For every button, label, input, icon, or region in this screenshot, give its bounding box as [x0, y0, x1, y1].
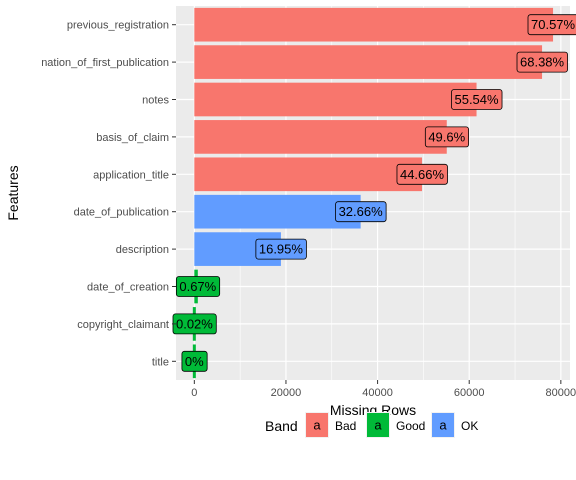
- data-label: 0.67%: [175, 276, 221, 297]
- x-axis: 0 20000 40000 60000 80000: [191, 380, 576, 399]
- bar: [194, 194, 361, 229]
- data-label-box: [451, 89, 503, 110]
- data-label-value: 0.67%: [179, 279, 216, 294]
- data-label-value: 70.57%: [531, 17, 576, 32]
- x-axis-title: Missing Rows: [330, 402, 416, 418]
- data-label-value: 16.95%: [259, 242, 304, 257]
- bar: [194, 82, 477, 117]
- data-label: 49.6%: [424, 126, 470, 148]
- data-label-box: [335, 201, 387, 223]
- data-label: 68.38%: [516, 51, 568, 73]
- legend-item: a Bad: [305, 412, 356, 438]
- legend-label: Bad: [335, 419, 356, 433]
- y-tick-label: description: [116, 244, 169, 256]
- x-tick-label: 80000: [546, 387, 576, 399]
- bar: [194, 120, 447, 154]
- data-label-box: [516, 51, 568, 73]
- data-label-box: [424, 126, 470, 148]
- y-tick-label: nation_of_first_publication: [41, 57, 169, 69]
- data-labels: 0% 0.02% 0.67% 16.95% 32.66% 44.66% 49.6% 55.54…: [172, 14, 576, 372]
- y-tick-label: notes: [142, 95, 169, 107]
- data-label: 32.66%: [335, 201, 387, 223]
- legend-item: a OK: [431, 412, 478, 438]
- data-label: 44.66%: [396, 163, 448, 185]
- data-label-box: [175, 276, 221, 297]
- legend-key-swatch: [306, 413, 328, 437]
- data-label-value: 68.38%: [520, 55, 565, 70]
- bar: [194, 7, 554, 42]
- data-label: 70.57%: [527, 14, 576, 36]
- legend-label: OK: [461, 419, 478, 433]
- y-tick-label: basis_of_claim: [96, 132, 169, 144]
- bar: [194, 45, 543, 79]
- legend: Band a Bad a Good a OK: [265, 412, 478, 438]
- x-tick-label: 40000: [362, 387, 393, 399]
- legend-label: Good: [396, 419, 425, 433]
- x-tick-label: 20000: [271, 387, 302, 399]
- data-label-value: 0.02%: [176, 316, 213, 331]
- data-label-value: 0%: [185, 354, 204, 369]
- y-tick-label: date_of_creation: [87, 282, 169, 294]
- data-label-value: 49.6%: [428, 129, 465, 144]
- y-tick-label: previous_registration: [67, 20, 169, 32]
- legend-key-glyph: a: [313, 418, 321, 433]
- data-label: 55.54%: [451, 89, 503, 110]
- legend-key-glyph: a: [374, 418, 382, 433]
- y-tick-label: application_title: [93, 169, 169, 181]
- bar: [194, 157, 423, 192]
- data-label-box: [255, 238, 307, 260]
- data-label-box: [181, 350, 208, 372]
- legend-item: a Good: [366, 412, 425, 438]
- legend-title: Band: [265, 418, 298, 434]
- data-label-value: 55.54%: [454, 92, 499, 107]
- y-tick-label: date_of_publication: [74, 207, 169, 219]
- data-label-box: [527, 14, 576, 36]
- data-label-value: 32.66%: [339, 204, 384, 219]
- legend-key-swatch: [367, 413, 389, 437]
- data-label-box: [396, 163, 448, 185]
- data-label: 0.02%: [172, 313, 217, 335]
- data-label-value: 44.66%: [400, 167, 445, 182]
- x-tick-label: 60000: [454, 387, 485, 399]
- legend-key-swatch: [432, 413, 454, 437]
- y-tick-label: title: [152, 356, 169, 368]
- legend-key-glyph: a: [439, 418, 447, 433]
- x-tick-label: 0: [191, 387, 197, 399]
- data-label: 16.95%: [255, 238, 307, 260]
- y-axis: title copyright_claimant date_of_creation d…: [41, 20, 176, 368]
- y-axis-title: Features: [5, 165, 21, 220]
- data-label: 0%: [181, 350, 208, 372]
- y-tick-label: copyright_claimant: [77, 319, 169, 331]
